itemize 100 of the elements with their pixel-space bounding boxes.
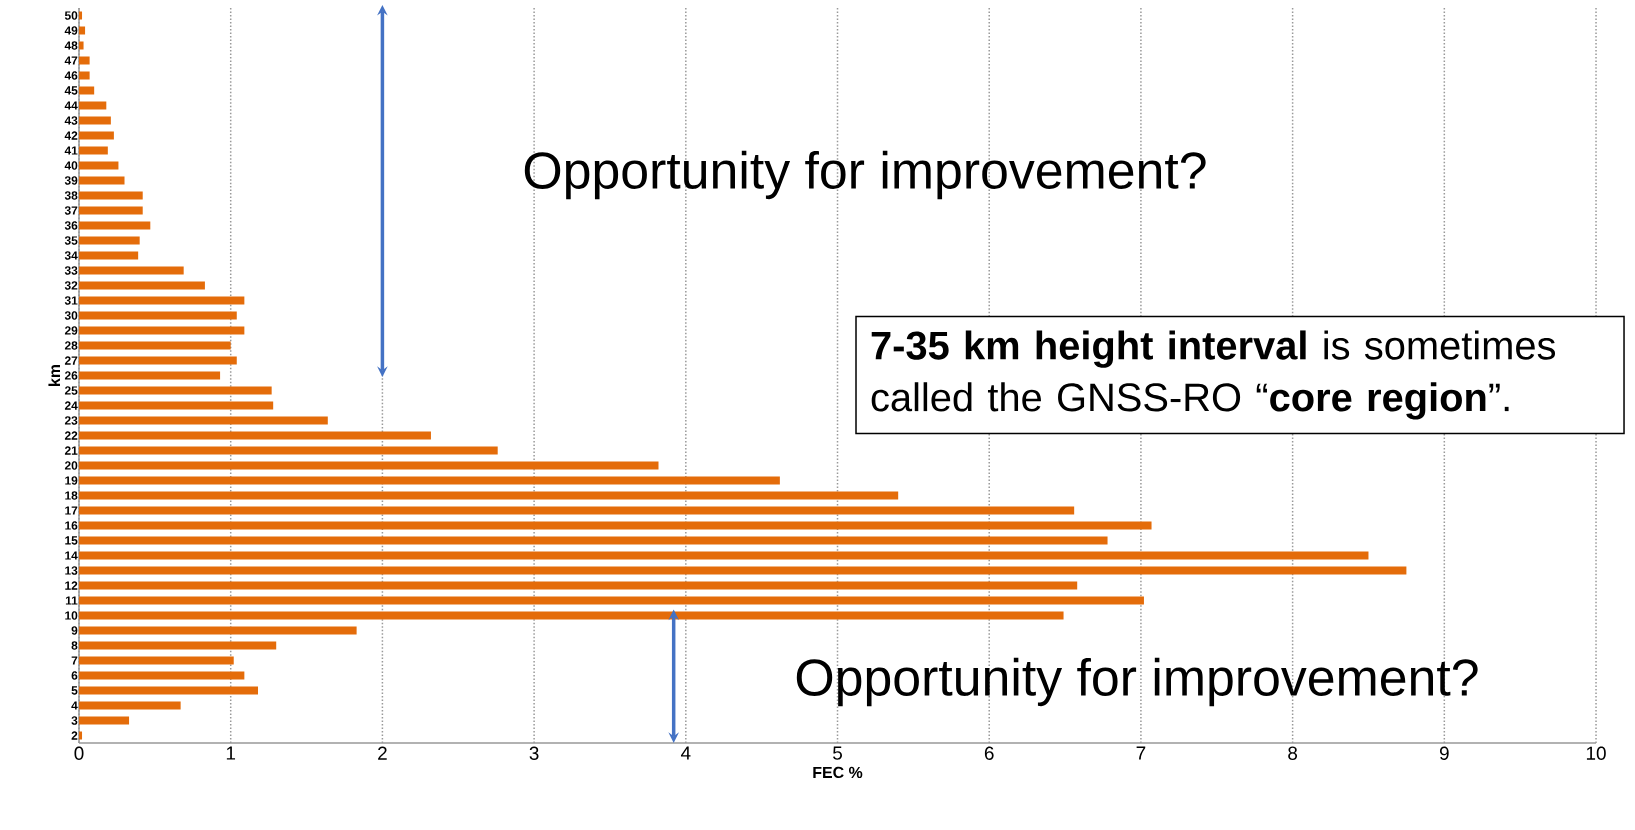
x-tick-label: 8 xyxy=(1288,746,1298,760)
x-tick-label: 5 xyxy=(833,746,842,760)
bar xyxy=(79,71,90,80)
y-tick-label: 47 xyxy=(64,56,78,65)
bar xyxy=(79,146,108,155)
bar xyxy=(79,176,125,185)
bar xyxy=(79,251,139,260)
x-tick-label: 9 xyxy=(1439,746,1449,760)
bar xyxy=(79,356,237,365)
bar xyxy=(79,116,111,125)
bar xyxy=(79,281,205,290)
y-tick-label: 13 xyxy=(65,566,78,575)
y-tick-label: 4 xyxy=(71,701,78,710)
bar xyxy=(79,371,221,380)
x-tick-label: 7 xyxy=(1136,746,1146,760)
bar xyxy=(79,266,184,275)
y-tick-label: 5 xyxy=(71,686,78,695)
x-tick-label: 4 xyxy=(680,746,691,760)
y-tick-label: 43 xyxy=(64,116,78,125)
y-tick-label: 32 xyxy=(64,281,78,290)
y-tick-label: 3 xyxy=(71,716,78,725)
y-tick-label: 33 xyxy=(64,266,78,275)
x-tick-label: 10 xyxy=(1586,746,1606,760)
bar xyxy=(79,476,780,485)
bar xyxy=(79,506,1075,515)
annotation: Opportunity for improvement? xyxy=(796,657,1478,707)
y-tick-label: 23 xyxy=(64,416,78,425)
bar xyxy=(79,446,498,455)
bar xyxy=(79,191,143,200)
y-tick-label: 49 xyxy=(64,26,78,35)
bar xyxy=(79,581,1078,590)
bar xyxy=(79,491,899,500)
bar xyxy=(79,686,259,695)
bar xyxy=(79,656,234,665)
x-tick-label: 0 xyxy=(74,746,84,760)
bar xyxy=(79,521,1152,530)
bar xyxy=(79,431,431,440)
bar xyxy=(79,56,90,65)
y-tick-label: 38 xyxy=(64,191,78,200)
y-tick-label: 9 xyxy=(71,626,78,635)
y-tick-label: 2 xyxy=(71,731,78,740)
y-axis-title: km xyxy=(48,364,60,386)
y-tick-label: 15 xyxy=(65,536,78,545)
bar xyxy=(79,536,1108,545)
bar xyxy=(79,551,1369,560)
y-tick-label: 26 xyxy=(64,371,78,380)
bar xyxy=(79,416,328,425)
bar xyxy=(79,341,231,350)
x-tick-label: 6 xyxy=(984,746,994,760)
y-tick-label: 29 xyxy=(64,326,78,335)
bar xyxy=(79,311,237,320)
bar xyxy=(79,11,83,20)
bar xyxy=(79,641,277,650)
x-tick-label: 3 xyxy=(529,746,539,760)
annotation: Opportunity for improvement? xyxy=(524,150,1206,200)
bar xyxy=(79,731,83,740)
bar xyxy=(79,596,1144,605)
bar xyxy=(79,461,659,470)
y-tick-label: 20 xyxy=(64,461,78,470)
bar xyxy=(79,566,1407,575)
y-tick-label: 6 xyxy=(71,671,78,680)
bar xyxy=(79,26,86,35)
bar xyxy=(79,626,357,635)
bar xyxy=(79,161,119,170)
y-tick-label: 10 xyxy=(65,611,78,620)
y-tick-label: 40 xyxy=(64,161,78,170)
bar xyxy=(79,101,107,110)
y-tick-label: 45 xyxy=(64,86,78,95)
y-tick-label: 50 xyxy=(64,11,78,20)
x-tick-label: 1 xyxy=(226,746,236,760)
y-tick-label: 18 xyxy=(65,491,78,500)
y-tick-label: 28 xyxy=(64,341,78,350)
y-tick-label: 16 xyxy=(65,521,78,530)
y-tick-label: 41 xyxy=(64,146,78,155)
y-tick-label: 46 xyxy=(64,71,78,80)
bar xyxy=(79,716,130,725)
bar xyxy=(79,236,140,245)
y-tick-label: 8 xyxy=(71,641,78,650)
x-tick-label: 2 xyxy=(378,746,387,760)
y-tick-label: 12 xyxy=(65,581,78,590)
y-tick-label: 31 xyxy=(64,296,78,305)
y-tick-label: 22 xyxy=(64,431,78,440)
y-tick-label: 17 xyxy=(65,506,78,515)
bar xyxy=(79,611,1064,620)
bar xyxy=(79,221,151,230)
bar xyxy=(79,671,245,680)
y-tick-label: 7 xyxy=(71,656,78,665)
y-tick-label: 25 xyxy=(64,386,78,395)
y-tick-label: 39 xyxy=(64,176,78,185)
bar xyxy=(79,206,143,215)
text: 7-35 km height interval is sometimes called the GNSS-RO “core region”. xyxy=(871,330,1556,420)
y-tick-label: 35 xyxy=(64,236,78,245)
bar xyxy=(79,131,114,140)
y-tick-label: 27 xyxy=(64,356,78,365)
y-tick-label: 48 xyxy=(64,41,78,50)
y-tick-label: 19 xyxy=(65,476,78,485)
y-tick-label: 30 xyxy=(64,311,78,320)
bar xyxy=(79,86,95,95)
bar xyxy=(79,326,245,335)
bar xyxy=(79,41,84,50)
